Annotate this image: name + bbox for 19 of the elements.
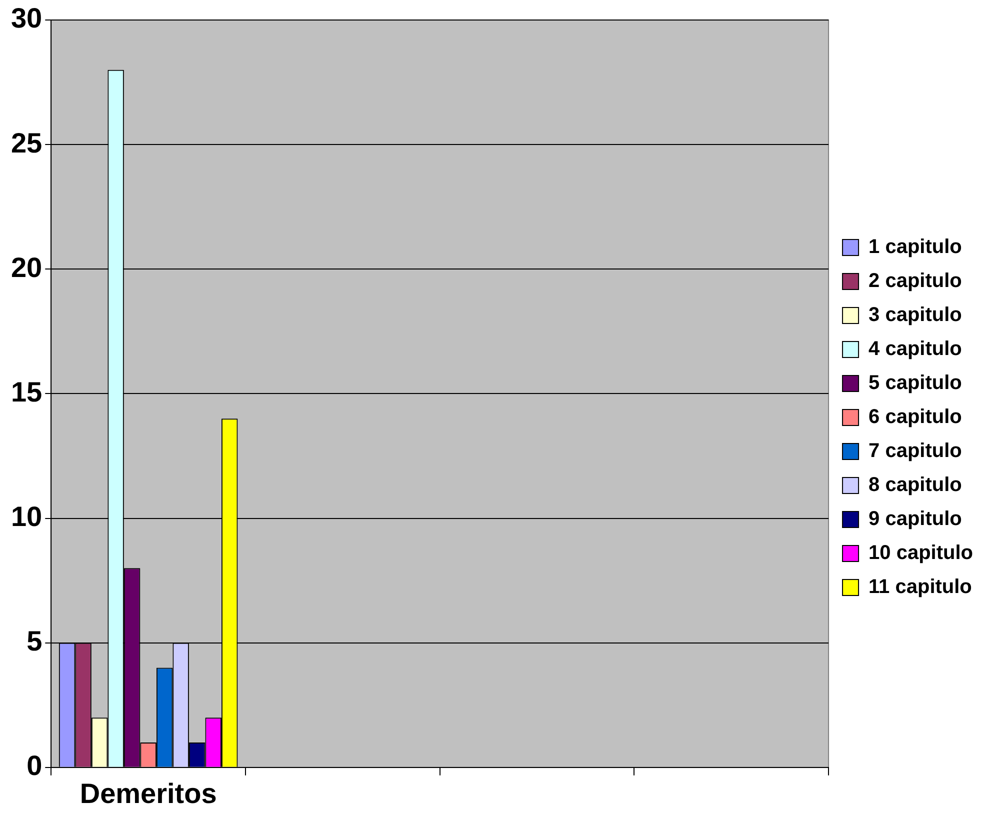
legend-label: 3 capitulo xyxy=(868,304,962,326)
y-tick-label: 0 xyxy=(26,750,42,782)
y-tick-label: 5 xyxy=(26,626,42,657)
y-tick-label: 15 xyxy=(10,376,42,408)
y-tick-label: 30 xyxy=(10,2,42,34)
legend-label: 4 capitulo xyxy=(868,338,962,360)
legend-label: 9 capitulo xyxy=(868,508,962,530)
legend-label: 11 capitulo xyxy=(868,576,972,598)
legend-label: 2 capitulo xyxy=(868,270,962,292)
x-tick-label: Demeritos xyxy=(80,778,217,809)
y-tick-label: 20 xyxy=(10,252,42,283)
legend-label: 10 capitulo xyxy=(868,542,974,564)
legend-label: 8 capitulo xyxy=(868,474,962,496)
legend-label: 6 capitulo xyxy=(868,406,962,428)
y-tick-label: 25 xyxy=(10,127,42,158)
legend-label: 1 capitulo xyxy=(868,236,962,258)
legend-label: 7 capitulo xyxy=(868,440,962,462)
y-tick-label: 10 xyxy=(10,500,42,532)
legend-label: 5 capitulo xyxy=(868,372,962,394)
